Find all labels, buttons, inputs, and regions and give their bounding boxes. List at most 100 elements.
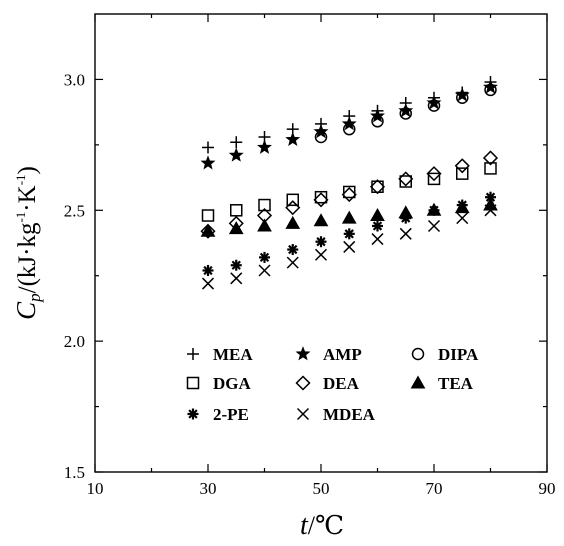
point-amp [228,147,244,162]
point-dea [482,150,499,166]
point-mdea [230,272,243,285]
y-axis-unit-close: ) [14,166,41,174]
point-mdea [371,233,384,246]
legend-item-amp: AMP [295,345,362,364]
point-dipa [371,115,384,128]
point-mea [230,136,243,149]
legend-label: MDEA [323,405,376,424]
y-tick-label: 2.0 [64,332,85,351]
point-mdea [456,212,469,225]
point-dea [454,158,470,174]
point-amp [257,139,272,154]
data-points [200,76,499,290]
point-dea [313,192,329,208]
point-tea [313,213,329,227]
legend-label: MEA [213,345,253,364]
point-amp [454,87,470,102]
y-axis-variable: C [11,301,41,320]
point-tea [285,215,301,229]
y-axis-subscript: p [25,293,44,303]
legend-label: 2-PE [213,405,249,424]
point-2-pe [230,259,242,271]
point-dea [426,166,442,182]
point-amp [285,131,301,146]
legend-item-dipa: DIPA [411,345,479,364]
point-dga [258,198,271,212]
legend-marker-amp [295,346,311,361]
axis-ticks [94,14,548,473]
point-tea [228,221,244,235]
y-axis-unit-middle: ·K [14,185,41,211]
point-2-pe [287,244,299,256]
y-axis-exponent-1: -1 [13,212,28,223]
x-tick-label: 10 [87,479,104,498]
point-mdea [484,204,497,217]
x-axis-unit: /℃ [308,511,344,540]
point-amp [483,79,498,94]
point-mdea [399,227,412,240]
point-2-pe [315,236,327,248]
point-dga [314,190,328,204]
point-dga [456,167,469,180]
point-dea [200,223,216,239]
legend-item-dga: DGA [186,374,252,393]
point-2-pe [456,199,468,211]
point-mdea [258,264,271,277]
legend-item-2-pe: 2-PE [187,405,249,424]
point-dipa [314,130,328,144]
point-dga [343,185,356,199]
point-2-pe [202,264,214,276]
x-axis-variable: t [300,510,309,541]
y-axis-exponent-2: -1 [13,174,28,185]
point-dga [201,209,215,222]
x-tick-labels: 10 30 50 70 90 [87,479,556,498]
point-mdea [314,248,328,261]
point-dipa [343,122,356,136]
legend-label: AMP [323,345,362,364]
point-dipa [484,83,497,97]
point-dga [399,175,412,188]
x-tick-label: 90 [539,479,556,498]
x-tick-label: 50 [313,479,330,498]
point-amp [398,102,414,118]
legend-marker-mea [187,348,199,360]
x-axis-title: t/℃ [300,510,344,541]
point-2-pe [259,251,270,263]
legend-item-mea: MEA [187,345,253,364]
point-tea [257,218,272,232]
point-tea [200,223,216,237]
point-2-pe [372,220,383,232]
point-mea [202,141,214,154]
x-tick-label: 70 [426,479,443,498]
point-dipa [456,91,469,104]
point-2-pe [428,204,440,216]
point-mdea [201,277,215,290]
y-tick-label: 1.5 [64,463,85,482]
point-tea [370,208,385,222]
legend-marker-dipa [411,347,425,361]
legend-marker-2-pe [187,408,199,420]
point-mdea [343,240,356,253]
legend-marker-tea [410,375,426,389]
y-axis-title: Cp/(kJ·kg-1·K-1) [11,166,44,320]
legend-item-mdea: MDEA [296,405,376,424]
y-axis-unit-prefix: /(kJ·kg [14,222,41,293]
legend-marker-dga [186,376,200,390]
point-mdea [286,256,299,269]
y-tick-labels: 1.5 2.0 2.5 3.0 [64,70,85,482]
point-amp [200,155,216,170]
legend-item-tea: TEA [410,374,474,393]
legend-label: DIPA [438,345,479,364]
point-dipa [399,107,412,120]
y-tick-label: 2.5 [64,201,85,220]
legend-label: DEA [323,374,360,393]
point-2-pe [485,191,496,203]
point-dga [427,172,441,186]
legend-marker-mdea [296,407,310,421]
point-dga [230,204,243,217]
point-amp [426,95,442,110]
point-dga [484,162,497,175]
point-dipa [427,99,441,112]
legend-label: DGA [213,374,252,393]
